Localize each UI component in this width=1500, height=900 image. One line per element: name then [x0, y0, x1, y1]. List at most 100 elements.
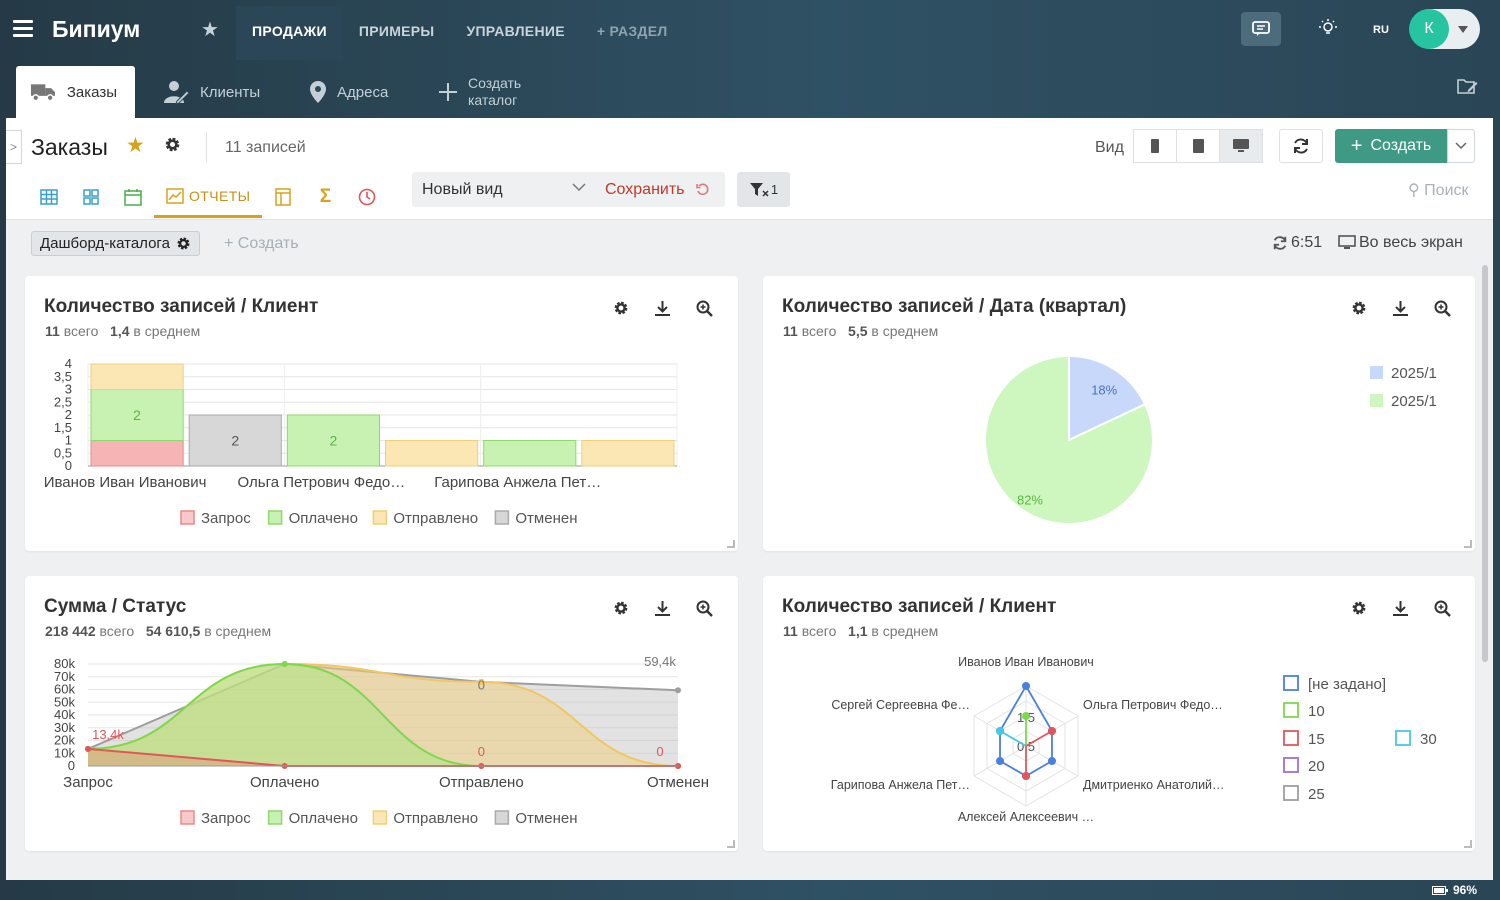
expand-sidebar-button[interactable]: > [6, 130, 22, 164]
nav-examples[interactable]: ПРИМЕРЫ [358, 23, 435, 39]
resize-handle[interactable] [1464, 840, 1472, 848]
main-panel: > Заказы ★ 11 записей Вид + Создать ОТЧЕТ… [6, 118, 1493, 880]
zoom-in-icon[interactable] [696, 600, 713, 617]
reset-view-icon[interactable] [696, 183, 710, 197]
radar-axis-label: Сергей Сергеевна Фе… [831, 698, 970, 712]
data-label: 59,4k [644, 654, 676, 669]
edit-tabs-icon[interactable] [1456, 76, 1478, 96]
slice-label: 18% [1091, 382, 1117, 397]
y-tick-label: 1 [65, 433, 72, 448]
card-avg: 1,4 [110, 323, 130, 339]
create-dashboard-button[interactable]: + Создать [224, 235, 299, 252]
tab-clients[interactable]: Клиенты [162, 66, 260, 118]
resize-handle[interactable] [1464, 540, 1472, 548]
favorite-star-icon[interactable]: ★ [126, 134, 145, 157]
search-button[interactable]: ⚲ Поиск [1408, 180, 1469, 200]
gear-icon[interactable] [613, 600, 629, 616]
view-name: Новый вид [422, 181, 503, 198]
settings-gear-icon[interactable] [164, 136, 181, 153]
dashboard-chip[interactable]: Дашборд-каталога [31, 231, 200, 256]
y-tick-label: 70k [54, 669, 75, 684]
create-label: Создать [1370, 137, 1432, 154]
view-selector[interactable]: Новый вид Сохранить [412, 172, 725, 207]
fullscreen-button[interactable]: Во весь экран [1338, 234, 1463, 252]
download-icon[interactable] [654, 600, 671, 617]
legend-label: 10 [1308, 703, 1325, 720]
y-tick-label: 30k [54, 720, 75, 735]
bar-Отменен [188, 414, 282, 467]
scrollbar[interactable] [1482, 265, 1488, 662]
avatar[interactable]: К [1409, 9, 1449, 49]
legend-label: [не задано] [1308, 676, 1386, 693]
legend-swatch [1283, 675, 1299, 691]
legend-swatch [267, 510, 283, 525]
zoom-in-icon[interactable] [696, 300, 713, 317]
point-Отменен [675, 687, 681, 694]
view-reports-tab[interactable]: ОТЧЕТЫ [154, 176, 263, 218]
report-card-clients-radar: Количество записей / Клиент 11 всего 1,1… [763, 576, 1475, 851]
y-tick-label: 3,5 [54, 369, 72, 384]
view-mobile-button[interactable] [1133, 129, 1177, 163]
tab-create-catalog[interactable]: Создать каталог [438, 66, 538, 118]
auto-refresh-timer[interactable]: 6:51 [1272, 234, 1322, 252]
tab-orders[interactable]: Заказы [16, 66, 135, 118]
view-tiles-button[interactable] [70, 176, 112, 218]
theme-bulb-icon[interactable] [1318, 18, 1338, 38]
top-bar: Бипиум ★ ПРОДАЖИ ПРИМЕРЫ УПРАВЛЕНИЕ + РА… [0, 0, 1500, 60]
legend-label: 20 [1308, 758, 1325, 775]
legend-swatch [1283, 702, 1299, 718]
data-label: 0 [478, 744, 485, 759]
truck-icon [30, 84, 55, 102]
view-tablet-button[interactable] [1176, 129, 1220, 163]
create-options-button[interactable] [1447, 129, 1475, 163]
refresh-button[interactable] [1279, 129, 1323, 163]
user-edit-icon [164, 81, 190, 105]
divider [206, 132, 207, 162]
radar-point [1022, 772, 1030, 780]
data-label: 0 [656, 744, 663, 759]
gear-icon[interactable] [613, 300, 629, 316]
gear-icon[interactable] [176, 236, 191, 251]
download-icon[interactable] [1392, 600, 1409, 617]
legend-label: Оплачено [289, 810, 358, 827]
app-logo[interactable]: Бипиум [52, 16, 141, 42]
filter-button[interactable]: 1 [737, 172, 790, 207]
favorites-star-icon[interactable]: ★ [201, 19, 219, 41]
zoom-in-icon[interactable] [1434, 300, 1451, 317]
x-tick-label: Ольга Петрович Федо… [238, 474, 406, 491]
battery-level: 96% [1453, 883, 1478, 897]
legend-swatch [1395, 730, 1411, 746]
view-sum-button[interactable]: Σ [319, 186, 332, 207]
save-view-button[interactable]: Сохранить [605, 181, 685, 198]
view-table-button[interactable] [28, 176, 70, 218]
chat-button[interactable] [1241, 12, 1281, 46]
download-icon[interactable] [1392, 300, 1409, 317]
menu-icon[interactable] [13, 20, 33, 38]
phone-icon [1151, 139, 1159, 153]
view-kanban-button[interactable] [262, 176, 304, 218]
view-switcher: ОТЧЕТЫ Σ [28, 176, 388, 218]
view-calendar-button[interactable] [112, 176, 154, 218]
resize-handle[interactable] [727, 540, 735, 548]
view-history-button[interactable] [346, 176, 388, 218]
gear-icon[interactable] [1351, 600, 1367, 616]
language-switch[interactable]: RU [1373, 24, 1389, 36]
tab-clients-label: Клиенты [200, 83, 261, 101]
download-icon[interactable] [654, 300, 671, 317]
create-record-button[interactable]: + Создать [1335, 129, 1447, 163]
resize-handle[interactable] [727, 840, 735, 848]
nav-management[interactable]: УПРАВЛЕНИЕ [466, 23, 565, 39]
nav-add-section[interactable]: + РАЗДЕЛ [596, 23, 668, 39]
legend-label: 30 [1420, 731, 1437, 748]
zoom-in-icon[interactable] [1434, 600, 1451, 617]
card-total: 11 [783, 323, 798, 339]
view-desktop-button[interactable] [1219, 129, 1263, 163]
gear-icon[interactable] [1351, 300, 1367, 316]
timer-value: 6:51 [1291, 234, 1323, 251]
legend-label: Отменен [515, 810, 577, 827]
bar-Оплачено [483, 440, 577, 467]
nav-sales[interactable]: ПРОДАЖИ [236, 6, 343, 60]
tab-addresses[interactable]: Адреса [309, 66, 388, 118]
x-tick-label: Оплачено [250, 774, 319, 791]
point-Запрос [85, 745, 91, 752]
